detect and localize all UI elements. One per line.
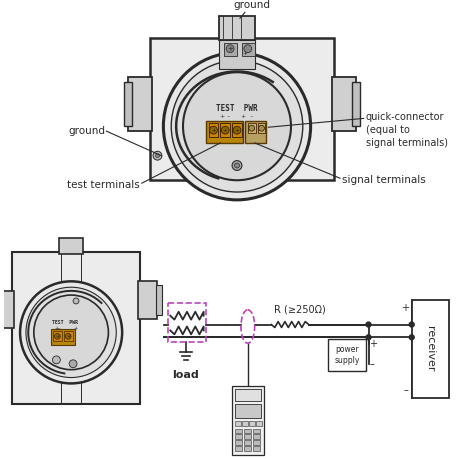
Text: +: + [401, 303, 409, 313]
Circle shape [183, 72, 291, 180]
Bar [249, 421, 255, 425]
Bar [232, 123, 242, 137]
Text: +: + [223, 128, 228, 133]
Text: +–: +– [54, 326, 61, 331]
Text: +: + [55, 334, 59, 339]
Bar [242, 43, 255, 56]
Text: –: – [404, 385, 409, 395]
Bar [352, 82, 360, 126]
Text: –: – [370, 359, 374, 369]
Text: load: load [173, 369, 200, 380]
Text: +: + [235, 128, 239, 133]
Bar [253, 435, 260, 439]
Text: +  –: + – [241, 114, 253, 119]
Bar [0, 291, 14, 329]
Bar [235, 404, 261, 418]
Circle shape [155, 154, 159, 157]
Bar [219, 40, 255, 69]
Bar [206, 121, 243, 143]
Text: +: + [370, 339, 377, 349]
Text: +: + [211, 128, 216, 133]
Circle shape [409, 322, 414, 327]
Bar [253, 446, 260, 451]
Bar [219, 17, 255, 40]
Circle shape [259, 125, 264, 131]
Bar [209, 123, 219, 137]
Text: signal terminals: signal terminals [342, 175, 426, 185]
Text: test terminals: test terminals [67, 180, 140, 190]
Circle shape [34, 295, 109, 369]
Bar [168, 303, 206, 342]
Bar [244, 429, 251, 433]
Bar [235, 421, 241, 425]
Bar [224, 43, 237, 56]
Bar [235, 435, 242, 439]
Circle shape [153, 151, 162, 160]
Bar [328, 339, 365, 371]
Bar [235, 389, 261, 401]
Circle shape [235, 163, 239, 168]
Bar [255, 421, 262, 425]
Circle shape [249, 125, 255, 131]
Text: + –: + – [220, 114, 230, 119]
Bar [235, 429, 242, 433]
Bar [244, 435, 251, 439]
Text: power
supply: power supply [334, 345, 360, 365]
Circle shape [233, 126, 241, 134]
Circle shape [20, 281, 122, 383]
Circle shape [171, 61, 303, 192]
Text: quick-connector
(equal to
signal terminals): quick-connector (equal to signal termina… [365, 112, 447, 148]
Bar [235, 446, 242, 451]
Circle shape [210, 126, 218, 134]
Circle shape [366, 322, 371, 327]
Text: ground: ground [68, 126, 106, 136]
Circle shape [226, 45, 234, 53]
Text: receiver: receiver [425, 326, 436, 372]
Circle shape [164, 53, 310, 200]
Text: +: + [73, 326, 77, 331]
Bar [150, 38, 334, 180]
Bar [253, 440, 260, 445]
Bar [128, 77, 152, 131]
Bar [245, 121, 266, 143]
Circle shape [409, 335, 414, 340]
Circle shape [69, 360, 77, 368]
Bar [54, 331, 62, 341]
Bar [412, 300, 449, 398]
Circle shape [73, 298, 79, 304]
Circle shape [55, 333, 60, 339]
Text: +: + [66, 334, 70, 339]
Bar [155, 285, 163, 315]
Circle shape [26, 287, 116, 378]
Text: TEST  PWR: TEST PWR [216, 104, 258, 113]
Bar [244, 440, 251, 445]
Bar [253, 429, 260, 433]
Circle shape [53, 356, 60, 364]
Circle shape [65, 333, 71, 339]
Circle shape [366, 335, 371, 340]
Bar [59, 238, 83, 254]
Circle shape [244, 45, 252, 53]
Text: +: + [227, 46, 233, 52]
Bar [12, 252, 140, 404]
Text: ground: ground [233, 0, 270, 11]
Text: +: + [243, 51, 247, 56]
Circle shape [221, 126, 229, 134]
Circle shape [232, 161, 242, 170]
Text: R (≥250Ω): R (≥250Ω) [274, 305, 326, 315]
Bar [138, 281, 157, 319]
Bar [332, 77, 356, 131]
Bar [220, 123, 230, 137]
Text: TEST  PWR: TEST PWR [52, 320, 78, 325]
Bar [257, 123, 265, 133]
Bar [242, 421, 248, 425]
Bar [64, 331, 73, 341]
Bar [244, 446, 251, 451]
Bar [52, 330, 75, 345]
Bar [235, 440, 242, 445]
Bar [248, 123, 255, 133]
Bar [232, 386, 264, 455]
Bar [124, 82, 132, 126]
